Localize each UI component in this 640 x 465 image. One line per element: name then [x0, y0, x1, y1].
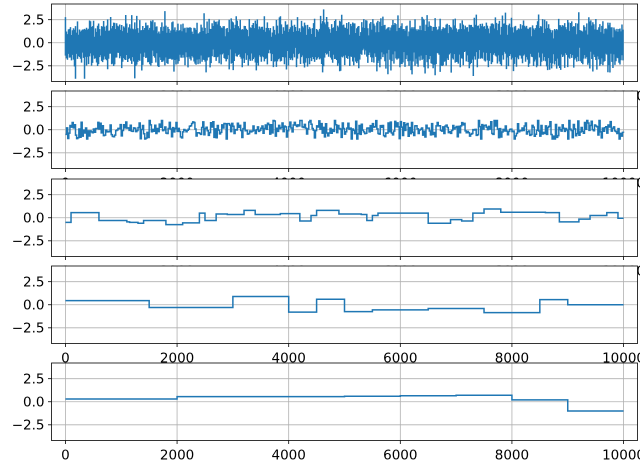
x-tick-label: 4000: [272, 351, 306, 367]
y-tick-label: 0.0: [23, 123, 44, 139]
y-tick-label: 2.5: [23, 99, 44, 115]
x-tick-label: 6000: [383, 351, 417, 367]
series-line: [65, 295, 624, 314]
subplot-4: 2.5 0.0 −2.5 0 2000 4000 6000 8000 10000: [12, 265, 640, 367]
y-tick-label: −2.5: [12, 321, 45, 337]
x-tick-label: 10000: [602, 448, 640, 464]
y-tick-label: −2.5: [12, 146, 45, 162]
subplots: 2.5 0.0 −2.5 0 2000 4000 6000 8000 10000 2.5 0.0 −2…: [12, 3, 640, 464]
y-tick-label: 0.0: [23, 211, 44, 227]
y-tick-label: 0.0: [23, 298, 44, 314]
series-group: [65, 119, 625, 140]
y-tick-label: −2.5: [12, 418, 45, 434]
x-tick-label: 4000: [272, 448, 306, 464]
series-line: [65, 119, 625, 140]
series-group: [65, 208, 624, 226]
y-tick-label: 2.5: [23, 187, 44, 203]
x-tick-label: 10000: [602, 351, 640, 367]
x-tick-label: 0: [61, 351, 70, 367]
series-line: [65, 208, 624, 226]
x-tick-label: 6000: [383, 448, 417, 464]
series-line: [65, 394, 624, 412]
y-tick-label: 2.5: [23, 274, 44, 290]
y-tick-label: 2.5: [23, 371, 44, 387]
subplot-3: 2.50.0−2.50200040006000800010000: [12, 178, 640, 280]
series-group: [64, 9, 624, 79]
x-tick-label: 8000: [495, 351, 529, 367]
x-tick-label: 2000: [160, 351, 194, 367]
x-tick-label: 2000: [160, 448, 194, 464]
y-tick-label: 0.0: [23, 395, 44, 411]
y-tick-label: −2.5: [12, 234, 45, 250]
y-tick-label: 0.0: [23, 36, 44, 52]
series-group: [65, 394, 624, 412]
x-tick-label: 8000: [495, 448, 529, 464]
y-tick-label: 2.5: [23, 12, 44, 28]
y-tick-label: −2.5: [12, 59, 45, 75]
x-tick-label: 0: [61, 448, 70, 464]
subplot-5: 2.5 0.0 −2.5 0 2000 4000 6000 8000 10000: [12, 362, 640, 464]
series-group: [65, 295, 624, 314]
series-line: [64, 9, 624, 79]
